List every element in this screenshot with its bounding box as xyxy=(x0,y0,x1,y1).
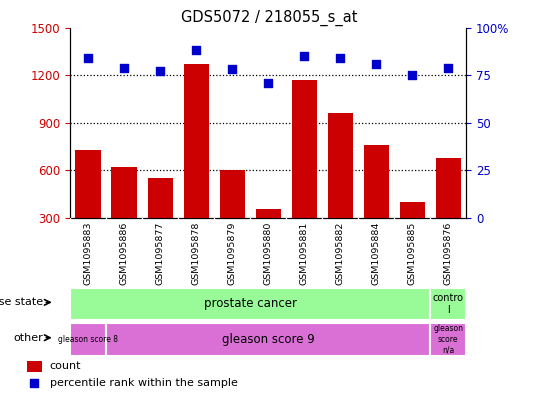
Bar xyxy=(106,323,430,356)
Bar xyxy=(255,209,281,266)
Bar xyxy=(183,64,209,266)
Bar xyxy=(364,145,389,266)
Text: contro
l: contro l xyxy=(433,293,464,315)
Text: prostate cancer: prostate cancer xyxy=(204,298,296,310)
Bar xyxy=(399,202,425,266)
Bar xyxy=(148,178,172,266)
Point xyxy=(84,55,92,61)
Text: gleason score 8: gleason score 8 xyxy=(58,335,118,344)
Bar xyxy=(27,361,42,372)
Text: GSM1095883: GSM1095883 xyxy=(84,222,93,285)
Point xyxy=(336,55,344,61)
Bar xyxy=(70,323,106,356)
Text: other: other xyxy=(13,333,44,343)
Point xyxy=(300,53,308,59)
Point xyxy=(264,80,273,86)
Point xyxy=(156,68,164,75)
Point xyxy=(228,66,237,73)
Point xyxy=(192,47,201,53)
Bar xyxy=(292,80,317,266)
Text: GSM1095876: GSM1095876 xyxy=(444,222,453,285)
Text: GSM1095884: GSM1095884 xyxy=(372,222,381,285)
Text: disease state: disease state xyxy=(0,298,44,307)
Point xyxy=(408,72,417,78)
Text: GSM1095886: GSM1095886 xyxy=(120,222,129,285)
Text: gleason
score
n/a: gleason score n/a xyxy=(433,325,463,354)
Text: GSM1095878: GSM1095878 xyxy=(192,222,201,285)
Point xyxy=(444,64,453,71)
Text: GSM1095881: GSM1095881 xyxy=(300,222,309,285)
Bar xyxy=(112,167,137,266)
Text: count: count xyxy=(50,362,81,371)
Text: GSM1095880: GSM1095880 xyxy=(264,222,273,285)
Text: GSM1095879: GSM1095879 xyxy=(227,222,237,285)
Text: GSM1095882: GSM1095882 xyxy=(336,222,344,285)
Bar xyxy=(436,158,461,266)
Bar xyxy=(219,171,245,266)
Point xyxy=(249,319,258,325)
Bar xyxy=(75,150,101,266)
Text: GDS5072 / 218055_s_at: GDS5072 / 218055_s_at xyxy=(181,10,358,26)
Text: GSM1095885: GSM1095885 xyxy=(407,222,417,285)
Point xyxy=(372,61,381,67)
Bar xyxy=(430,288,466,320)
Text: gleason score 9: gleason score 9 xyxy=(222,333,315,346)
Point xyxy=(120,64,128,71)
Bar xyxy=(328,113,353,266)
Bar xyxy=(430,323,466,356)
Text: GSM1095877: GSM1095877 xyxy=(156,222,164,285)
Text: percentile rank within the sample: percentile rank within the sample xyxy=(50,378,238,388)
